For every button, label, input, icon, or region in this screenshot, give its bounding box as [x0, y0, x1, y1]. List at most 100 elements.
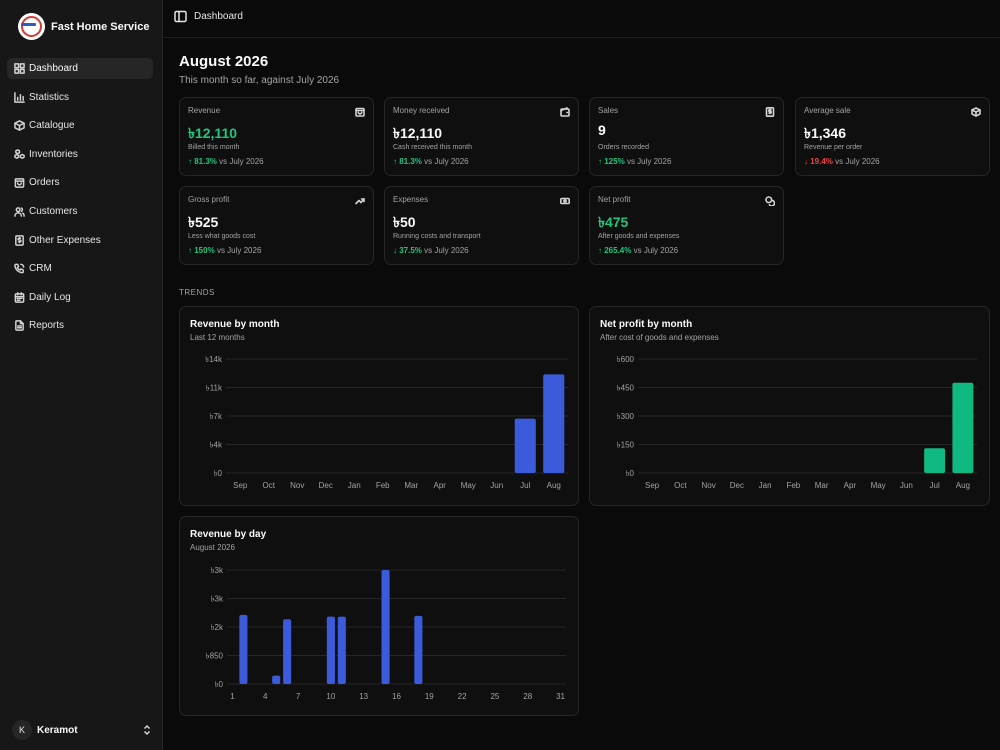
sidebar-nav: Dashboard Statistics Catalogue Inventori…: [7, 58, 153, 344]
y-tick-label: ৳0: [626, 469, 635, 478]
bar-Aug[interactable]: [543, 374, 565, 473]
boxes-icon: [13, 148, 25, 160]
sidebar-item-label: Catalogue: [29, 120, 75, 132]
bar-18[interactable]: [414, 615, 423, 684]
stat-label: Gross profit: [188, 195, 230, 204]
sidebar-item-label: Daily Log: [29, 291, 71, 303]
stat-label: Money received: [393, 106, 450, 115]
sidebar-item-label: Statistics: [29, 91, 70, 103]
x-tick-label: Aug: [956, 481, 970, 490]
x-tick-label: 4: [263, 692, 268, 701]
x-tick-label: Mar: [815, 481, 829, 490]
sidebar-item-customers[interactable]: Customers: [7, 201, 153, 222]
stat-change: ↑ 125% vs July 2026: [598, 157, 672, 166]
stat-card-money-received[interactable]: Money received ৳12,110 Cash received thi…: [384, 97, 579, 176]
receipt-icon: [765, 106, 775, 117]
bar-6[interactable]: [283, 619, 292, 684]
x-tick-label: 13: [359, 692, 368, 701]
bar-2[interactable]: [239, 614, 248, 684]
stat-value: ৳475: [598, 214, 629, 230]
bar-5[interactable]: [272, 675, 281, 684]
coins-icon: [765, 195, 776, 207]
sidebar-item-dashboard[interactable]: Dashboard: [7, 58, 153, 79]
shopping-bag-icon: [355, 106, 365, 117]
stat-card-net-profit[interactable]: Net profit ৳475 After goods and expenses…: [589, 186, 784, 265]
x-tick-label: 25: [490, 692, 499, 701]
revenue-by-month-chart: ৳0 ৳4k ৳7k ৳11k ৳14k Sep Oct Nov Dec Jan Feb Mar Apr…: [205, 355, 568, 490]
stat-value: ৳525: [188, 214, 219, 230]
change-up: ↑ 125%: [598, 157, 625, 166]
stat-card-sales[interactable]: Sales 9 Orders recorded ↑ 125% vs July 2…: [589, 97, 784, 176]
chart-title: Revenue by month: [190, 319, 280, 330]
bar-10[interactable]: [326, 616, 335, 684]
x-tick-label: Apr: [434, 481, 447, 490]
stat-card-average-sale[interactable]: Average sale ৳1,346 Revenue per order ↓ …: [795, 97, 990, 176]
sidebar-item-label: Orders: [29, 177, 60, 189]
stat-value: ৳50: [393, 214, 416, 230]
stat-note: Billed this month: [188, 144, 240, 151]
bar-chart-icon: [13, 91, 25, 103]
x-tick-label: Jun: [900, 481, 913, 490]
revenue-by-day-chart: ৳0 ৳850 ৳2k ৳3k ৳3k 1 4 7 10 13 16 19 22 25 28 31: [206, 566, 566, 701]
x-tick-label: Jul: [930, 481, 940, 490]
sidebar-item-reports[interactable]: Reports: [7, 315, 153, 336]
sidebar-item-inventories[interactable]: Inventories: [7, 144, 153, 165]
sidebar-item-statistics[interactable]: Statistics: [7, 87, 153, 108]
bar-Aug[interactable]: [952, 382, 974, 473]
chart-subtitle: After cost of goods and expenses: [600, 333, 719, 342]
sidebar-toggle-icon[interactable]: [174, 10, 187, 23]
stat-card-expenses[interactable]: Expenses ৳50 Running costs and transport…: [384, 186, 579, 265]
stat-note: Revenue per order: [804, 144, 863, 151]
stat-card-revenue[interactable]: Revenue ৳12,110 Billed this month ↑ 81.3…: [179, 97, 374, 176]
wallet-icon: [560, 106, 570, 117]
x-tick-label: Sep: [233, 481, 248, 490]
x-tick-label: 7: [296, 692, 301, 701]
stat-label: Net profit: [598, 195, 631, 204]
trending-up-icon: [355, 195, 365, 205]
x-tick-label: Nov: [290, 481, 304, 490]
sidebar-item-catalogue[interactable]: Catalogue: [7, 115, 153, 136]
avatar: K: [12, 720, 32, 740]
brand-name: Fast Home Service: [51, 20, 150, 33]
stat-value: ৳1,346: [804, 125, 847, 141]
stat-note: Orders recorded: [598, 144, 649, 151]
sidebar-item-other-expenses[interactable]: Other Expenses: [7, 230, 153, 251]
y-tick-label: ৳4k: [210, 441, 223, 450]
stat-card-gross-profit[interactable]: Gross profit ৳525 Less what goods cost ↑…: [179, 186, 374, 265]
x-tick-label: 19: [425, 692, 434, 701]
x-tick-label: 22: [458, 692, 467, 701]
y-tick-label: ৳3k: [211, 595, 224, 604]
chart-subtitle: August 2026: [190, 543, 235, 552]
brand[interactable]: Fast Home Service: [18, 13, 149, 40]
x-tick-label: Jan: [759, 481, 772, 490]
x-tick-label: 31: [556, 692, 565, 701]
change-up: ↑ 265.4%: [598, 246, 632, 255]
x-tick-label: Jul: [520, 481, 530, 490]
receipt-icon: [13, 234, 25, 246]
sidebar-item-label: CRM: [29, 263, 52, 275]
stat-change: ↑ 265.4% vs July 2026: [598, 246, 679, 255]
x-tick-label: Feb: [376, 481, 390, 490]
sidebar-item-label: Customers: [29, 205, 78, 217]
sidebar-item-label: Reports: [29, 320, 65, 332]
bar-Jul[interactable]: [924, 448, 946, 473]
y-tick-label: ৳0: [215, 680, 224, 689]
sidebar-item-daily-log[interactable]: Daily Log: [7, 287, 153, 308]
user-menu[interactable]: K Keramot: [12, 719, 152, 741]
x-tick-label: Oct: [674, 481, 687, 490]
x-tick-label: Dec: [730, 481, 744, 490]
change-up: ↑ 150%: [188, 246, 215, 255]
sidebar-item-crm[interactable]: CRM: [7, 258, 153, 279]
x-tick-label: May: [461, 481, 476, 490]
sidebar-item-orders[interactable]: Orders: [7, 172, 153, 193]
x-tick-label: Apr: [844, 481, 857, 490]
package-icon: [13, 120, 25, 132]
x-tick-label: May: [871, 481, 886, 490]
y-tick-label: ৳11k: [206, 384, 223, 393]
stat-change: ↑ 81.3% vs July 2026: [393, 157, 469, 166]
bar-15[interactable]: [381, 570, 390, 684]
bar-11[interactable]: [337, 616, 346, 684]
change-down: ↓ 19.4%: [804, 157, 833, 166]
bar-Jul[interactable]: [514, 418, 536, 473]
user-name: Keramot: [37, 724, 78, 736]
